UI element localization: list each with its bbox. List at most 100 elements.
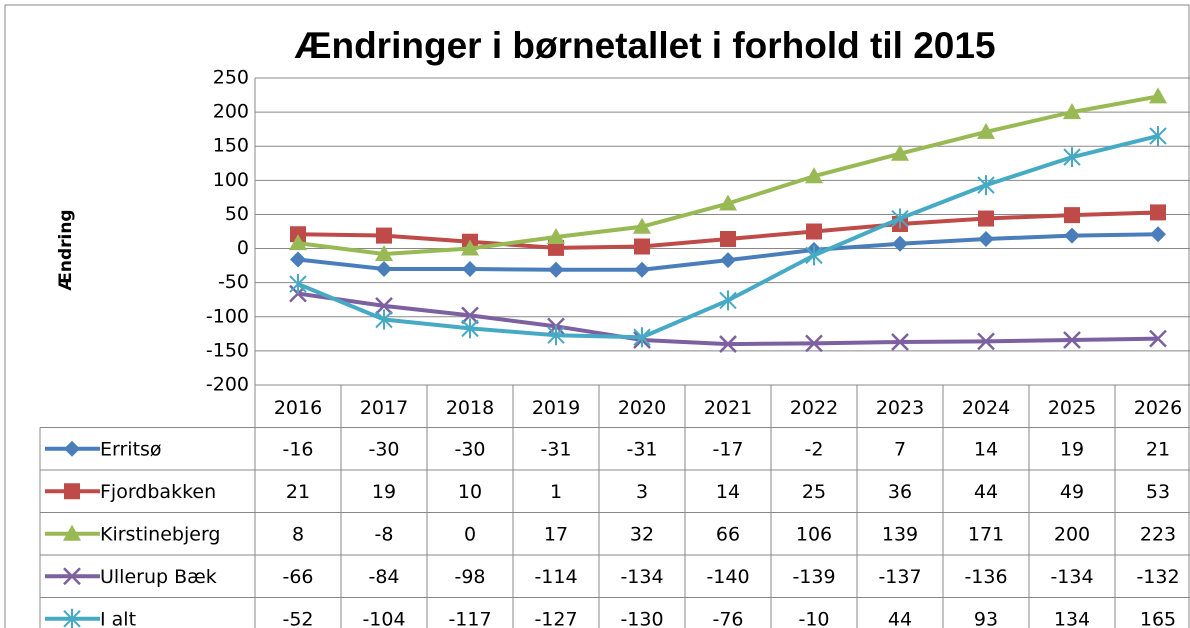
y-tick-label: 0 [237,237,249,259]
marker [461,318,479,339]
table-value: -52 [282,608,313,628]
table-value: -140 [706,566,749,588]
table-value: 17 [544,523,568,545]
marker [1064,227,1080,244]
marker [376,227,392,244]
marker [548,261,564,278]
marker [461,306,479,325]
marker [63,524,81,541]
marker [892,235,908,252]
marker [633,217,651,234]
y-tick-label: 250 [213,67,249,89]
x-tick-label: 2022 [790,397,838,419]
marker [376,261,392,278]
table-value: 93 [974,608,998,628]
table-value: -130 [620,608,663,628]
marker [978,231,994,248]
table-value: -139 [792,566,835,588]
table-value: 139 [882,523,918,545]
marker [1149,125,1167,146]
x-tick-label: 2024 [962,397,1010,419]
marker [891,208,909,229]
y-tick-label: 100 [213,169,249,191]
legend-label: Erritsø [100,438,162,460]
table-value: -16 [282,438,313,460]
table-value: 3 [636,481,648,503]
table-value: -76 [712,608,743,628]
marker [289,274,307,295]
table-value: -31 [540,438,571,460]
legend-label: Fjordbakken [100,481,216,503]
table-value: 165 [1140,608,1176,628]
x-tick-label: 2026 [1134,397,1182,419]
y-tick-label: 200 [213,101,249,123]
table-value: -84 [368,566,399,588]
marker [977,332,995,351]
table-value: -117 [448,608,491,628]
table-value: 134 [1054,608,1090,628]
marker [547,227,565,244]
marker [633,327,651,348]
marker [719,194,737,211]
marker [805,167,823,184]
table-value: 8 [292,523,304,545]
table-value: -30 [454,438,485,460]
x-tick-label: 2018 [446,397,494,419]
marker [978,210,994,227]
marker [375,309,393,330]
table-value: 49 [1060,481,1084,503]
y-tick-label: 50 [225,203,249,225]
table-value: -10 [798,608,829,628]
series-line [297,94,1159,257]
y-axis-title: Ændring [56,209,76,290]
table-value: 25 [802,481,826,503]
table-value: -137 [878,566,921,588]
table-value: -30 [368,438,399,460]
marker [64,440,80,457]
marker [63,608,81,628]
table-value: 106 [796,523,832,545]
marker [891,333,909,351]
x-tick-label: 2025 [1048,397,1096,419]
table-value: -136 [964,566,1007,588]
table-value: -17 [712,438,743,460]
marker [891,144,909,161]
legend-label: I alt [100,608,136,628]
table-value: 14 [716,481,740,503]
table-value: 44 [888,608,912,628]
x-tick-label: 2016 [274,397,322,419]
marker [63,567,81,586]
table-value: 32 [630,523,654,545]
x-tick-label: 2019 [532,397,580,419]
marker [375,296,393,315]
table-value: 36 [888,481,912,503]
marker [805,245,823,266]
table-value: -127 [534,608,577,628]
table-value: 223 [1140,523,1176,545]
marker [720,231,736,248]
marker [719,290,737,311]
table-value: -8 [375,523,394,545]
table-value: 66 [716,523,740,545]
marker [1064,207,1080,224]
y-tick-label: -200 [206,374,249,396]
marker [375,245,393,262]
table-value: 21 [286,481,310,503]
marker [1149,329,1167,348]
table-value: 200 [1054,523,1090,545]
marker [1063,331,1081,349]
x-tick-label: 2017 [360,397,408,419]
marker [1063,147,1081,168]
x-tick-label: 2021 [704,397,752,419]
table-value: -134 [1050,566,1093,588]
table-value: 1 [550,481,562,503]
marker [1150,226,1166,243]
table-value: 19 [372,481,396,503]
table-value: 14 [974,438,998,460]
marker [64,483,80,500]
marker [1149,87,1167,104]
chart-border [4,4,1190,628]
marker [805,334,823,353]
marker [1150,204,1166,221]
table-value: -66 [282,566,313,588]
